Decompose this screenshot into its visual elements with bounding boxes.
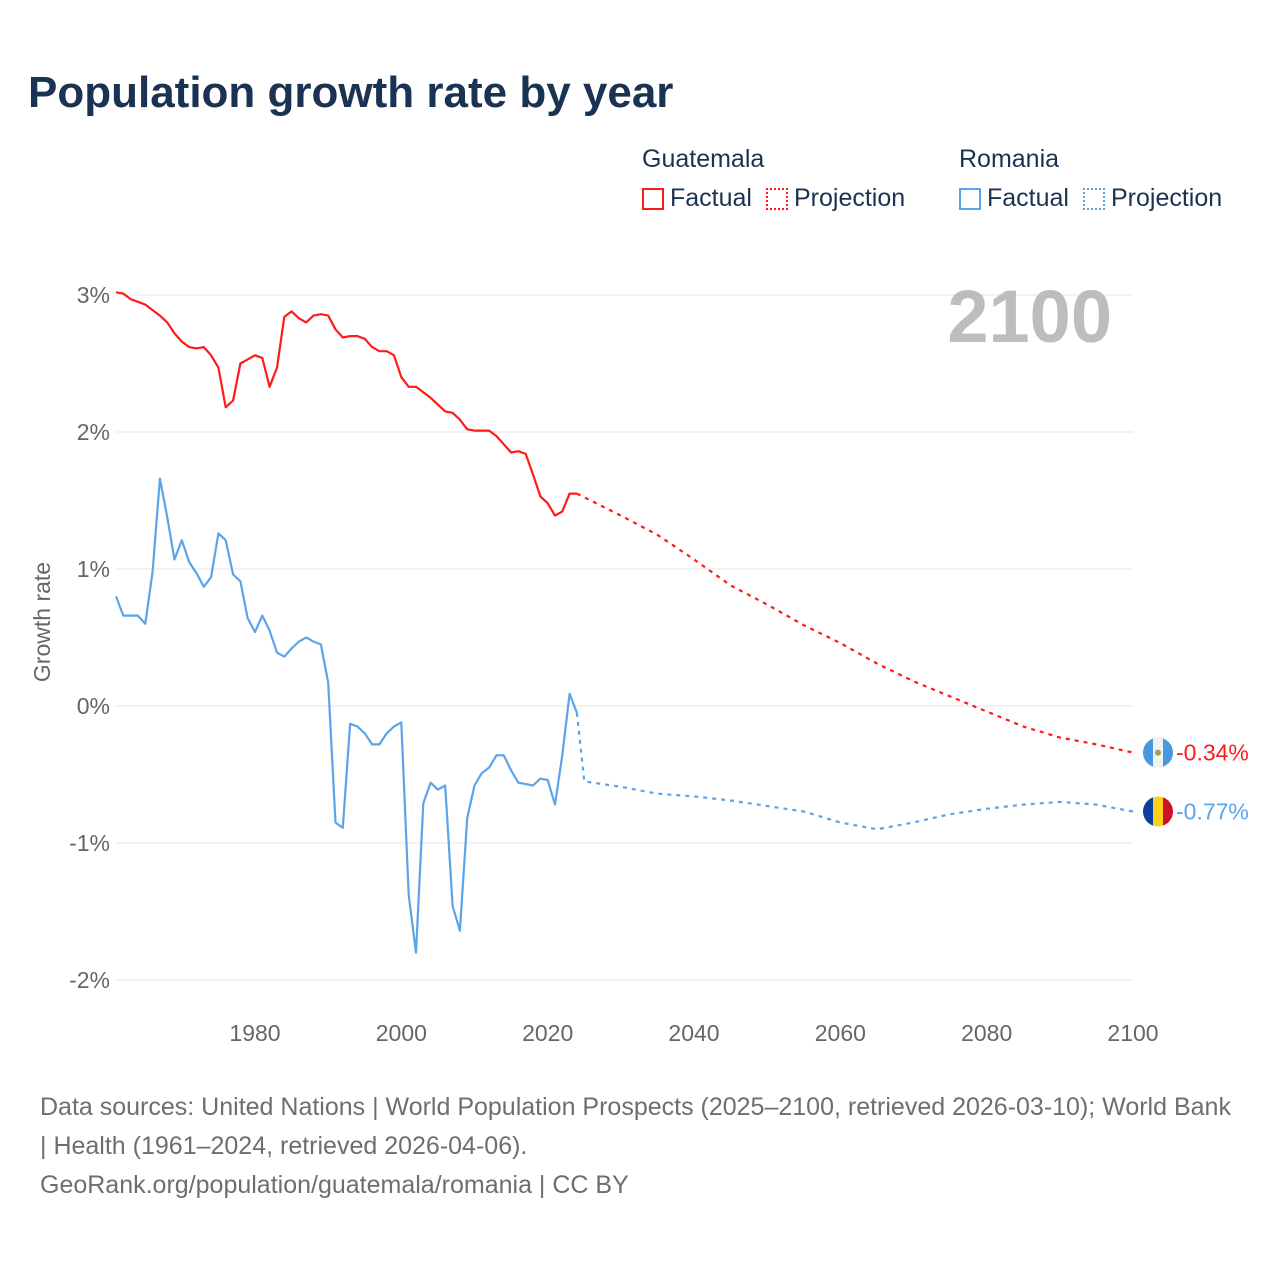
guatemala-end-value-label: -0.34% [1176,740,1249,766]
legend-swatch-dotted [765,187,788,210]
y-axis-label: Growth rate [29,562,55,682]
legend-guatemala: Guatemala Factual Projection [642,145,905,213]
legend-label: Factual [987,184,1069,212]
legend-group-title: Romania [959,145,1060,173]
romania-projection-line [575,712,1134,831]
legend-swatch-dotted [1082,187,1105,210]
chart-title: Population growth rate by year [28,68,674,117]
romania-end-value-label: -0.77% [1176,798,1249,824]
y-tick-label: -1% [69,830,110,856]
source-link[interactable]: GeoRank.org/population/guatemala/romania… [40,1171,629,1199]
legend-label: Projection [1110,184,1223,212]
romania-flag-icon [1143,796,1173,827]
legend-label: Factual [670,184,752,212]
legend-guatemala-projection[interactable]: Projection [765,184,906,213]
legend-swatch-solid [642,187,664,210]
y-tick-label: 0% [77,693,110,719]
legend-guatemala-factual[interactable]: Factual [642,184,752,213]
y-tick-label: 3% [77,282,110,308]
guatemala-factual-line [115,291,577,517]
x-tick-label: 2060 [815,1020,866,1046]
plot-area: 3% 2% 1% 0% -1% -2% 1980 2000 2020 2040 2060 2080 21… [29,275,1249,1046]
romania-factual-line [114,477,578,954]
legend-romania-factual[interactable]: Factual [959,184,1069,213]
x-tick-label: 2100 [1107,1020,1158,1046]
x-tick-label: 2000 [376,1020,427,1046]
legend-romania-projection[interactable]: Projection [1082,184,1223,213]
footer: Data sources: United Nations | World Pop… [40,1088,1240,1205]
guatemala-flag-icon [1143,737,1173,768]
y-tick-label: 1% [77,556,110,582]
year-watermark: 2100 [947,275,1112,358]
y-tick-label: -2% [69,967,110,993]
legend-swatch-solid [959,187,981,210]
x-tick-label: 2040 [668,1020,719,1046]
legend-label: Projection [793,184,906,212]
legend-group-title: Guatemala [642,145,765,173]
y-tick-label: 2% [77,419,110,445]
x-tick-label: 1980 [229,1020,280,1046]
data-sources: Data sources: United Nations | World Pop… [40,1093,1231,1160]
legend-romania: Romania Factual Projection [959,145,1222,213]
guatemala-projection-line [576,492,1134,754]
x-tick-label: 2080 [961,1020,1012,1046]
x-tick-label: 2020 [522,1020,573,1046]
